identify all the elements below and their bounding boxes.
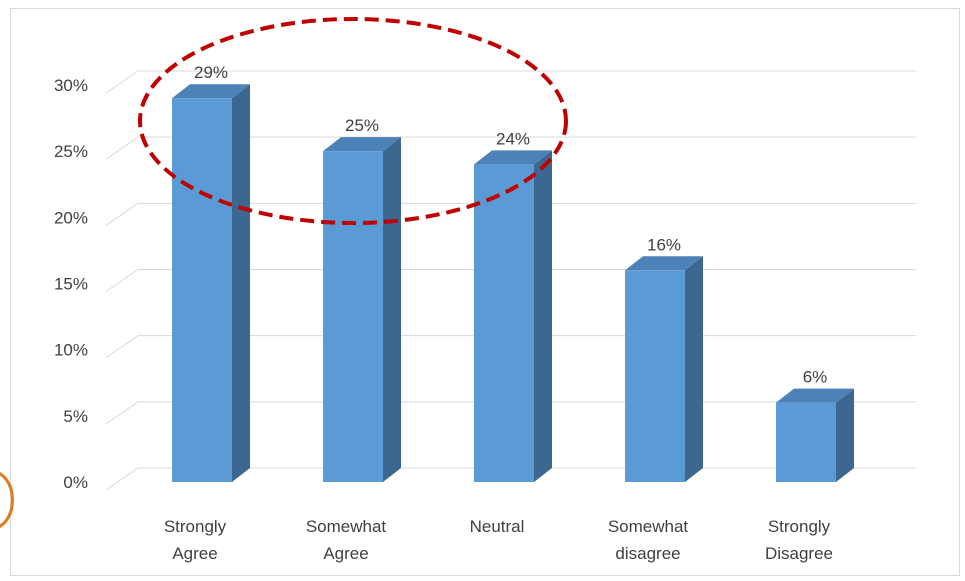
bar-side-face (232, 84, 250, 482)
category-label: Agree (323, 544, 368, 563)
category-labels: Strongly Agree Somewhat Agree Neutral Somewha… (164, 517, 833, 563)
gridline-side (105, 467, 139, 491)
annotations (138, 17, 568, 225)
bar (474, 150, 552, 482)
gridline-side (105, 136, 139, 160)
data-labels: 29% 25% 24% 16% 6% (194, 63, 827, 386)
bar-front-face (474, 164, 534, 482)
highlight-ellipse (138, 17, 568, 225)
bar-top-face (172, 84, 250, 99)
bar-top-face (776, 388, 854, 403)
gridline-side (105, 70, 139, 94)
category-label: Somewhat (608, 517, 689, 536)
y-axis-ticks: 0% 5% 10% 15% 20% 25% 30% (54, 76, 88, 492)
bar (172, 84, 250, 482)
data-label: 25% (345, 116, 379, 135)
y-tick-label: 15% (54, 275, 88, 294)
data-label: 16% (647, 235, 681, 254)
data-label: 24% (496, 129, 530, 148)
bar (625, 256, 703, 482)
bar-side-face (836, 388, 854, 482)
bar-side-face (685, 256, 703, 482)
bar-top-face (474, 150, 552, 165)
bar-top-face (323, 137, 401, 152)
category-label: disagree (615, 544, 680, 563)
bar (323, 137, 401, 482)
gridline-side (105, 401, 139, 425)
bar-front-face (172, 98, 232, 482)
gridline-side (105, 202, 139, 226)
data-label: 6% (803, 368, 828, 387)
data-label: 29% (194, 63, 228, 82)
y-tick-label: 25% (54, 142, 88, 161)
bar-side-face (534, 150, 552, 482)
y-tick-label: 5% (63, 407, 88, 426)
bar-side-face (383, 137, 401, 482)
category-label: Disagree (765, 544, 833, 563)
category-label: Strongly (164, 517, 227, 536)
bar-top-face (625, 256, 703, 271)
y-tick-label: 30% (54, 76, 88, 95)
y-tick-label: 0% (63, 473, 88, 492)
category-label: Somewhat (306, 517, 387, 536)
gridline-side (105, 335, 139, 359)
gridline-side (105, 269, 139, 292)
bar-front-face (625, 270, 685, 482)
y-tick-label: 10% (54, 341, 88, 360)
category-label: Strongly (768, 517, 831, 536)
bar (776, 388, 854, 482)
category-label: Neutral (470, 517, 525, 536)
bar-front-face (323, 151, 383, 482)
category-label: Agree (172, 544, 217, 563)
bar-front-face (776, 402, 836, 482)
y-tick-label: 20% (54, 208, 88, 227)
